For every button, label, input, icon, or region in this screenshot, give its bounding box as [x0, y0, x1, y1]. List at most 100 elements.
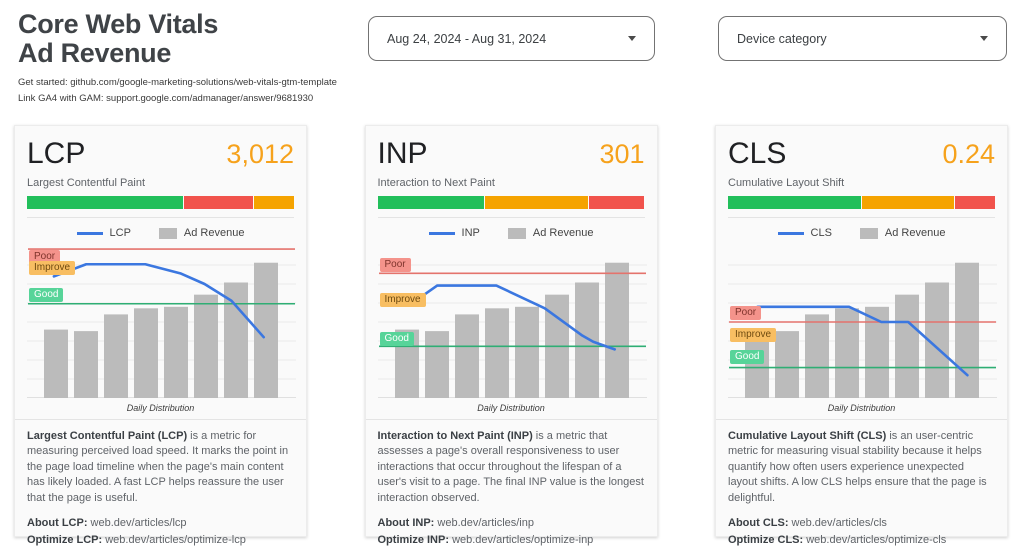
bar-series-swatch [158, 227, 177, 239]
lcp-subtitle: Largest Contentful Paint [27, 177, 146, 189]
device-category-dropdown[interactable]: Device category [718, 16, 1007, 61]
divider [728, 217, 995, 218]
poor-threshold-badge: Poor [29, 250, 61, 265]
cls-metric-value: 0.24 [942, 139, 995, 169]
lcp-about-line: About LCP: web.dev/articles/lcp [27, 515, 294, 532]
good-threshold-badge: Good [29, 288, 64, 303]
poor-threshold-badge: Poor [730, 306, 762, 321]
cls-about-line: About CLS: web.dev/articles/cls [728, 515, 995, 532]
report-header: Core Web Vitals Ad Revenue Get started: g… [18, 10, 358, 107]
cls-distribution-bar [728, 196, 995, 209]
inp-description: Interaction to Next Paint (INP) is a met… [366, 420, 657, 506]
lcp-axis-label: Daily Distribution [126, 403, 195, 413]
lcp-metric-value: 3,012 [226, 139, 294, 169]
inp-metric-name: INP [377, 137, 428, 170]
cls-subtitle: Cumulative Layout Shift [728, 177, 845, 189]
vitals-cards-row: LCP 3,012 Largest Contentful Paint LCP A… [14, 125, 1010, 546]
cls-card: CLS 0.24 Cumulative Layout Shift CLS Ad … [715, 125, 1008, 546]
cls-metric-name: CLS [728, 137, 787, 170]
optimize-label: Optimize INP: [377, 534, 450, 547]
lcp-description-bold: Largest Contentful Paint (LCP) [27, 430, 188, 442]
chart-canvas [27, 248, 296, 398]
lcp-card: LCP 3,012 Largest Contentful Paint LCP A… [14, 125, 307, 546]
legend-metric-label: CLS [810, 227, 832, 239]
inp-card: INP 301 Interaction to Next Paint INP Ad… [364, 125, 658, 546]
lcp-distribution-bar [27, 196, 294, 209]
legend-metric-label: LCP [109, 227, 131, 239]
inp-metric-value: 301 [599, 139, 645, 169]
page-title-line2: Ad Revenue [18, 38, 172, 68]
inp-description-rest: is a metric that assesses a page's overa… [377, 430, 644, 504]
divider [377, 217, 645, 218]
chevron-down-icon [628, 36, 636, 41]
distribution-segment [728, 196, 861, 209]
cls-description: Cumulative Layout Shift (CLS) is an user… [716, 420, 1007, 506]
divider [365, 419, 657, 420]
optimize-url: web.dev/articles/optimize-lcp [102, 534, 246, 547]
distribution-segment [27, 196, 184, 209]
lcp-description-rest: is a metric for measuring perceived load… [27, 430, 289, 504]
about-label: About CLS: [728, 517, 789, 530]
cls-optimize-line: Optimize CLS: web.dev/articles/optimize-… [728, 532, 995, 549]
cls-description-bold: Cumulative Layout Shift (CLS) [728, 430, 887, 442]
bar-series-swatch [507, 227, 526, 239]
device-category-value: Device category [737, 31, 827, 46]
date-range-value: Aug 24, 2024 - Aug 31, 2024 [387, 31, 547, 46]
chevron-down-icon [980, 36, 988, 41]
lcp-metric-name: LCP [27, 137, 86, 170]
improve-threshold-badge: Improve [29, 260, 76, 275]
about-url: web.dev/articles/cls [788, 517, 887, 530]
distribution-segment [861, 196, 955, 209]
about-url: web.dev/articles/inp [434, 517, 534, 530]
date-range-dropdown[interactable]: Aug 24, 2024 - Aug 31, 2024 [368, 16, 655, 61]
link-ga4-gam-text: Link GA4 with GAM: support.google.com/ad… [18, 93, 314, 104]
divider [15, 419, 306, 420]
line-series-swatch [777, 231, 804, 235]
optimize-url: web.dev/articles/optimize-inp [449, 534, 594, 547]
cls-chart-legend: CLS Ad Revenue [716, 218, 1007, 244]
divider [716, 419, 1007, 420]
poor-threshold-badge: Poor [379, 257, 411, 272]
optimize-label: Optimize LCP: [27, 534, 103, 547]
lcp-description: Largest Contentful Paint (LCP) is a metr… [15, 420, 306, 506]
cls-axis-label: Daily Distribution [827, 403, 896, 413]
good-threshold-badge: Good [730, 350, 765, 365]
line-series-swatch [428, 231, 455, 235]
chart-canvas [377, 262, 647, 398]
lcp-chart-legend: LCP Ad Revenue [15, 218, 306, 244]
line-series-swatch [76, 231, 103, 235]
improve-threshold-badge: Improve [379, 292, 426, 307]
about-label: About INP: [377, 517, 435, 530]
lcp-chart: Poor Improve Good [27, 246, 296, 398]
optimize-label: Optimize CLS: [728, 534, 804, 547]
about-label: About LCP: [27, 517, 88, 530]
inp-chart-legend: INP Ad Revenue [366, 218, 657, 244]
optimize-url: web.dev/articles/optimize-cls [803, 534, 947, 547]
inp-chart: Poor Improve Good [377, 246, 647, 398]
about-url: web.dev/articles/lcp [87, 517, 187, 530]
inp-optimize-line: Optimize INP: web.dev/articles/optimize-… [378, 532, 645, 549]
inp-axis-label: Daily Distribution [477, 403, 545, 413]
distribution-segment [377, 196, 484, 209]
distribution-segment [484, 196, 588, 209]
inp-distribution-bar [377, 196, 645, 209]
legend-revenue-label: Ad Revenue [532, 227, 594, 239]
cls-chart: Poor Improve Good [728, 246, 997, 398]
distribution-segment [955, 196, 995, 209]
page-title: Core Web Vitals Ad Revenue [18, 10, 358, 68]
distribution-segment [184, 196, 254, 209]
legend-revenue-label: Ad Revenue [884, 227, 946, 239]
bar-series-swatch [859, 227, 878, 239]
distribution-segment [588, 196, 645, 209]
inp-description-bold: Interaction to Next Paint (INP) [377, 430, 533, 442]
legend-revenue-label: Ad Revenue [183, 227, 245, 239]
improve-threshold-badge: Improve [730, 327, 777, 342]
inp-about-line: About INP: web.dev/articles/inp [378, 515, 645, 532]
inp-subtitle: Interaction to Next Paint [377, 177, 495, 189]
page-title-line1: Core Web Vitals [18, 9, 219, 39]
chart-canvas [728, 262, 997, 398]
lcp-optimize-line: Optimize LCP: web.dev/articles/optimize-… [27, 532, 294, 549]
distribution-segment [254, 196, 294, 209]
divider [27, 217, 294, 218]
legend-metric-label: INP [461, 227, 480, 239]
